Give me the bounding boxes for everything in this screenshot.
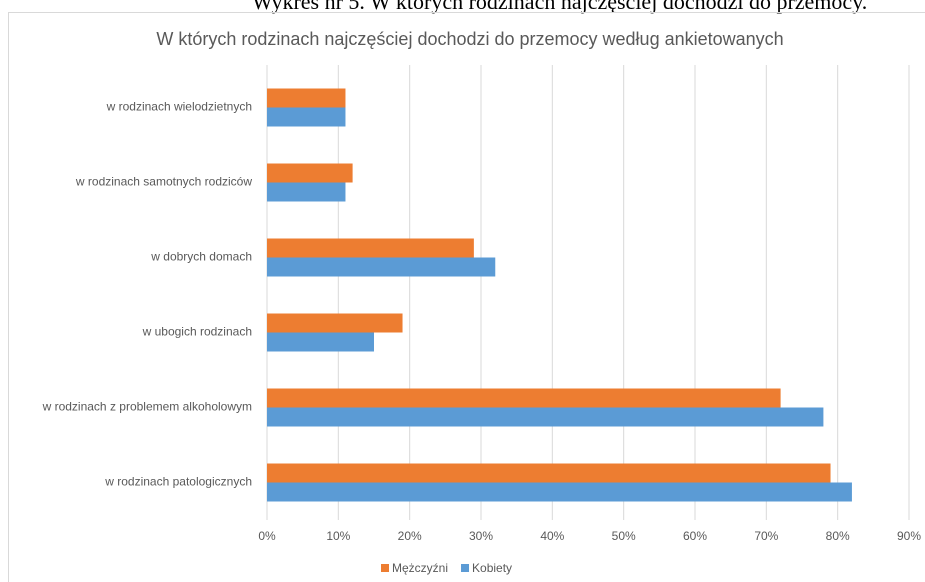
- y-tick-label: w dobrych domach: [150, 250, 252, 264]
- y-tick-label: w ubogich rodzinach: [142, 325, 252, 339]
- legend-swatch: [381, 564, 389, 572]
- bar: [267, 482, 852, 502]
- y-tick-label: w rodzinach wielodzietnych: [106, 100, 252, 114]
- bar: [267, 107, 346, 127]
- bar: [267, 388, 781, 408]
- bar: [267, 313, 403, 333]
- bar: [267, 257, 496, 277]
- bar: [267, 407, 824, 427]
- bar: [267, 332, 374, 352]
- bar: [267, 182, 346, 202]
- x-tick-label: 40%: [540, 529, 564, 543]
- x-tick-label: 50%: [612, 529, 636, 543]
- caption: Wykres nr 5. W których rodzinach najczęś…: [252, 0, 867, 14]
- x-tick-label: 60%: [683, 529, 707, 543]
- bar: [267, 238, 474, 258]
- x-tick-label: 10%: [326, 529, 350, 543]
- bar: [267, 88, 346, 108]
- y-tick-label: w rodzinach z problemem alkoholowym: [42, 400, 252, 414]
- bar: [267, 163, 353, 183]
- legend-label: Kobiety: [472, 561, 512, 575]
- y-tick-label: w rodzinach samotnych rodziców: [75, 175, 252, 189]
- bar: [267, 463, 831, 483]
- chart-border: [8, 12, 925, 582]
- x-tick-label: 70%: [754, 529, 778, 543]
- x-tick-label: 80%: [826, 529, 850, 543]
- x-tick-label: 90%: [897, 529, 921, 543]
- x-tick-label: 30%: [469, 529, 493, 543]
- legend-swatch: [461, 564, 470, 572]
- x-tick-label: 20%: [398, 529, 422, 543]
- y-tick-label: w rodzinach patologicznych: [104, 475, 252, 489]
- x-tick-label: 0%: [258, 529, 276, 543]
- chart-title: W których rodzinach najczęściej dochodzi…: [156, 29, 783, 49]
- legend-label: Mężczyźni: [392, 561, 448, 575]
